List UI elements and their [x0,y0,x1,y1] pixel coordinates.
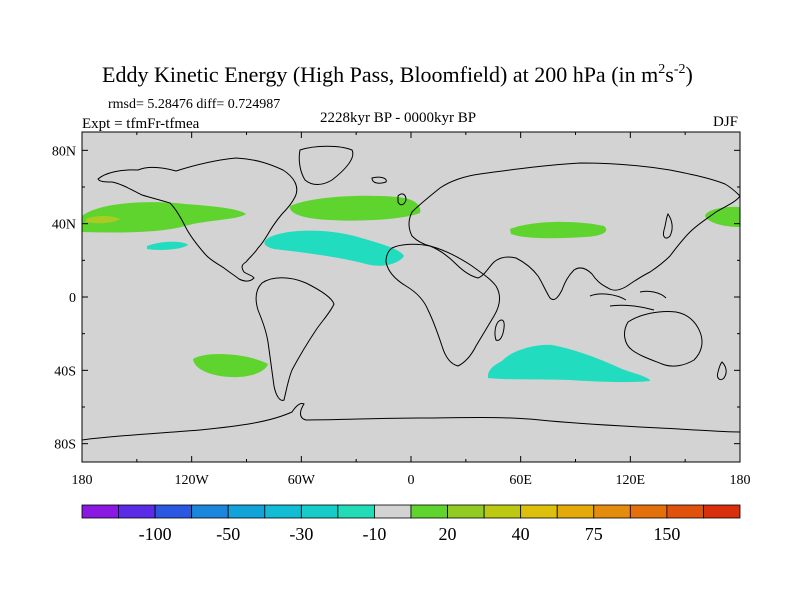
colorbar-swatch [703,504,741,519]
colorbar-swatch [629,504,668,519]
colorbar-swatch [483,504,522,519]
lat-tick-label: 0 [69,291,76,306]
colorbar-swatch [556,504,595,519]
lon-tick-label: 0 [408,473,415,488]
colorbar-swatch [666,504,704,519]
season-label: DJF [713,114,738,130]
coastline-maritime-continent [589,290,667,311]
stats-label: rmsd= 5.28476 diff= 0.724987 [108,97,280,112]
colorbar-swatch [520,504,558,519]
lon-tick-label: 120W [175,473,210,488]
coastline-uk [371,176,407,206]
anomaly-subtropical-pacific [147,241,188,250]
coastline-south-america [255,277,335,401]
colorbar: -100 -50 -30 -10 20 40 75 150 [81,504,741,544]
coastline-japan [663,213,673,239]
colorbar-label: -100 [139,524,172,544]
colorbar-label: 150 [653,524,680,544]
colorbar-swatch [227,504,266,519]
colorbar-swatch [374,504,412,519]
lat-tick-label: 80N [52,144,76,159]
figure-title: Eddy Kinetic Energy (High Pass, Bloomfie… [102,62,693,87]
anomaly-central-asia [510,221,607,239]
colorbar-swatch [410,504,448,519]
coastline-antarctica [82,403,740,441]
lat-tick-label: 80S [54,438,76,453]
lon-tick-label: 120E [616,473,646,488]
coastline-new-zealand [717,361,727,381]
latitude-axis: 80N 40N 0 40S 80S [52,144,740,453]
experiment-label: Expt = tfmFr-tfmea [82,116,200,132]
longitude-axis: 180 120W 60W 0 60E 120E 180 [72,132,751,488]
anomaly-south-pacific [193,353,268,378]
coastline-greenland [298,145,354,185]
colorbar-label: 20 [439,524,457,544]
anomaly-southern-indian-ocean [487,344,651,383]
anomaly-north-pacific-east [82,202,246,233]
period-label: 2228kyr BP - 0000kyr BP [320,110,476,126]
coastline-africa [385,243,501,367]
colorbar-swatch [300,504,339,519]
anomaly-north-pacific-core [86,216,120,224]
anomaly-north-pacific-west [705,206,740,227]
colorbar-swatch [264,504,302,519]
colorbar-label: -10 [362,524,386,544]
lon-tick-label: 60E [509,473,532,488]
colorbar-swatch [81,504,119,519]
coastline-europe-asia [408,162,740,301]
anomaly-subtropical-atlantic [264,230,404,266]
coastline-north-america [97,157,298,282]
lon-tick-label: 60W [288,473,316,488]
colorbar-label: -50 [216,524,240,544]
colorbar-swatch [118,504,156,519]
colorbar-label: 40 [512,524,530,544]
colorbar-label: -30 [289,524,313,544]
anomaly-layer [82,195,740,383]
lon-tick-label: 180 [730,473,751,488]
colorbar-swatch [337,504,375,519]
colorbar-swatch [154,504,193,519]
colorbar-swatch [191,504,229,519]
map-background [82,132,740,462]
coastline-madagascar [494,319,505,341]
anomaly-north-atlantic [289,195,421,221]
lon-tick-label: 180 [72,473,93,488]
lat-tick-label: 40N [52,218,76,233]
colorbar-swatch [447,504,485,519]
lat-tick-label: 40S [54,364,76,379]
colorbar-label: 75 [585,524,603,544]
coastline-australia [624,311,703,367]
colorbar-swatch [593,504,631,519]
coastlines [82,145,740,441]
